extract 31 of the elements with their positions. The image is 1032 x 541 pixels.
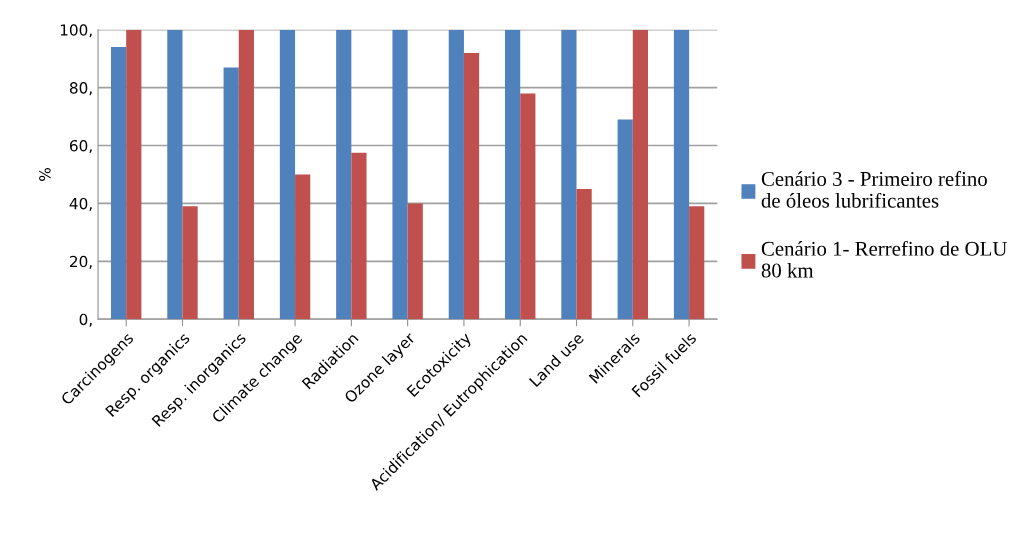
y-tick-label: 20,: [70, 255, 92, 269]
bar: [351, 152, 367, 320]
bar: [238, 29, 254, 320]
y-tick-label: 100,: [60, 24, 92, 38]
bar: [336, 29, 352, 320]
bar: [689, 206, 705, 320]
y-tick-label: 40,: [69, 197, 92, 211]
bar: [295, 174, 311, 320]
bar: [392, 29, 408, 320]
bar: [463, 52, 480, 320]
bar: [110, 47, 127, 320]
y-tick-label: 80,: [69, 82, 92, 96]
bar: [126, 29, 142, 320]
bar: [279, 29, 296, 320]
bar: [673, 29, 690, 320]
y-tick-label: 60,: [69, 139, 92, 154]
y-axis-title: %: [39, 168, 51, 181]
bar: [505, 29, 521, 320]
bar: [448, 29, 464, 320]
bar: [576, 188, 592, 320]
bar: [167, 29, 183, 320]
legend-label: Cenário 3 - Primeiro refino de óleos lubrificantes: [761, 171, 987, 208]
bar: [223, 67, 239, 320]
bar: [617, 119, 633, 320]
bar: [407, 203, 423, 320]
bar: [632, 29, 648, 320]
legend-label: Cenário 1- Rerrefino de OLU 80 km: [761, 240, 1007, 278]
bar: [561, 29, 577, 320]
y-tick-label: 0,: [79, 313, 92, 327]
bar: [182, 206, 198, 320]
bar: [520, 93, 536, 320]
